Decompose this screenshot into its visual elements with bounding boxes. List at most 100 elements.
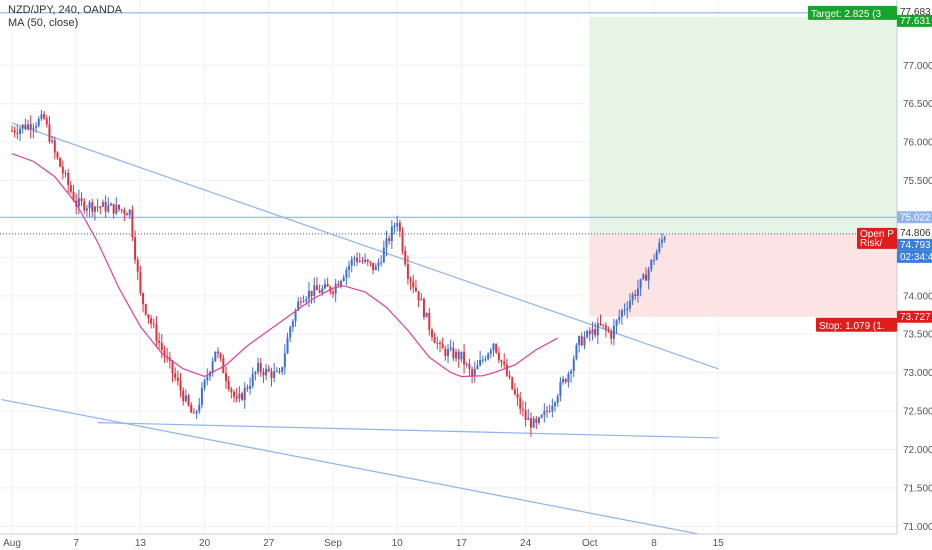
candle-body [599,323,602,325]
candle-body [377,262,380,267]
candle-body [80,198,83,202]
candle-body [27,124,30,130]
candle-body [618,316,621,321]
candle-body [492,343,495,351]
candle-body [310,290,313,297]
candle-body [155,324,158,341]
trendline [11,122,719,370]
candle-body [521,409,524,411]
candles [11,109,666,437]
candle-body [586,330,589,338]
candle-body [275,371,278,373]
candle-body [51,140,54,142]
candle-body [278,371,281,373]
candle-body [93,206,96,212]
candle-body [447,349,450,357]
candle-body [24,124,27,130]
candle-body [361,260,364,262]
candle-body [96,206,99,208]
candle-body [11,130,13,132]
candle-body [225,373,227,382]
candle-body [254,372,257,374]
candle-body [409,278,412,282]
candle-body [262,371,265,376]
candle-body [222,358,225,374]
target-label-bg [808,5,897,20]
candle-body [128,209,131,216]
candle-body [578,336,581,345]
candle-body [313,285,316,297]
open-label-1-bg [857,227,897,240]
candle-body [139,271,142,294]
candle-body [123,209,126,214]
candle-body [200,387,203,405]
candle-body [291,321,294,328]
candle-body [647,269,650,281]
ma-legend[interactable]: MA (50, close) [8,17,79,29]
trendline [1,398,719,539]
candle-body [187,395,190,406]
candle-body [406,264,409,279]
countdown-badge: 02:34:41 [900,252,932,263]
candle-body [604,325,607,330]
candle-body [615,320,618,326]
candle-body [104,201,107,212]
x-tick-label: 15 [713,538,725,549]
candle-body [433,336,436,344]
candle-body [612,325,615,339]
candle-body [29,124,32,130]
symbol-legend[interactable]: NZD/JPY, 240, OANDA [8,4,123,16]
candle-body [265,368,268,376]
candle-body [650,260,653,270]
candle-body [206,376,209,381]
candle-body [267,368,270,372]
candle-body [126,213,129,216]
candle-body [420,298,423,301]
candle-body [77,198,80,207]
candle-body [540,415,543,418]
candle-body [294,310,297,322]
candle-body [179,381,182,391]
candle-body [430,329,433,337]
candle-body [628,300,631,309]
time-axis [0,534,932,550]
candle-body [404,250,407,265]
candle-body [160,342,163,351]
entry-price-badge-bg [897,226,932,239]
candle-body [348,265,351,270]
candle-body [602,324,605,326]
candle-body [658,242,661,252]
candle-body [559,382,562,397]
target-price2-badge: 77.631 [900,16,931,27]
candle-body [607,329,610,332]
candle-body [198,404,201,412]
y-tick-label: 76.500 [903,99,932,110]
candle-body [345,269,348,278]
candle-body [350,259,353,266]
candle-body [572,359,575,372]
candle-body [500,360,503,362]
candle-body [511,377,514,390]
candle-body [174,373,177,378]
x-tick-label: 24 [520,538,532,549]
candle-body [211,361,214,372]
candle-body [342,277,345,281]
candle-body [495,343,498,353]
candle-body [235,396,238,399]
candle-body [388,238,391,242]
candle-body [554,402,557,406]
candle-body [596,323,599,336]
candle-body [529,418,532,428]
y-tick-label: 76.000 [903,138,932,149]
candle-body [487,353,490,360]
candle-body [422,298,425,318]
candle-body [315,285,318,291]
candle-body [203,380,206,388]
candle-body [190,405,193,413]
candle-body [639,278,642,289]
candle-body [115,204,118,214]
candle-body [503,361,506,365]
y-tick-label: 74.000 [903,291,932,302]
candle-body [318,290,321,293]
